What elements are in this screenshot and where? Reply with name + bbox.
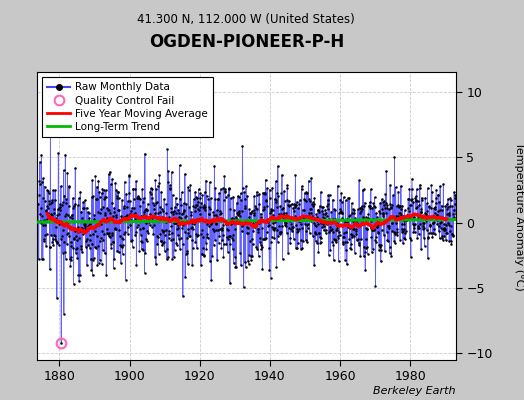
Text: Berkeley Earth: Berkeley Earth — [374, 386, 456, 396]
Title: OGDEN-PIONEER-P-H: OGDEN-PIONEER-P-H — [149, 33, 344, 51]
Text: 41.300 N, 112.000 W (United States): 41.300 N, 112.000 W (United States) — [137, 13, 355, 26]
Legend: Raw Monthly Data, Quality Control Fail, Five Year Moving Average, Long-Term Tren: Raw Monthly Data, Quality Control Fail, … — [42, 77, 213, 137]
Y-axis label: Temperature Anomaly (°C): Temperature Anomaly (°C) — [514, 142, 523, 290]
